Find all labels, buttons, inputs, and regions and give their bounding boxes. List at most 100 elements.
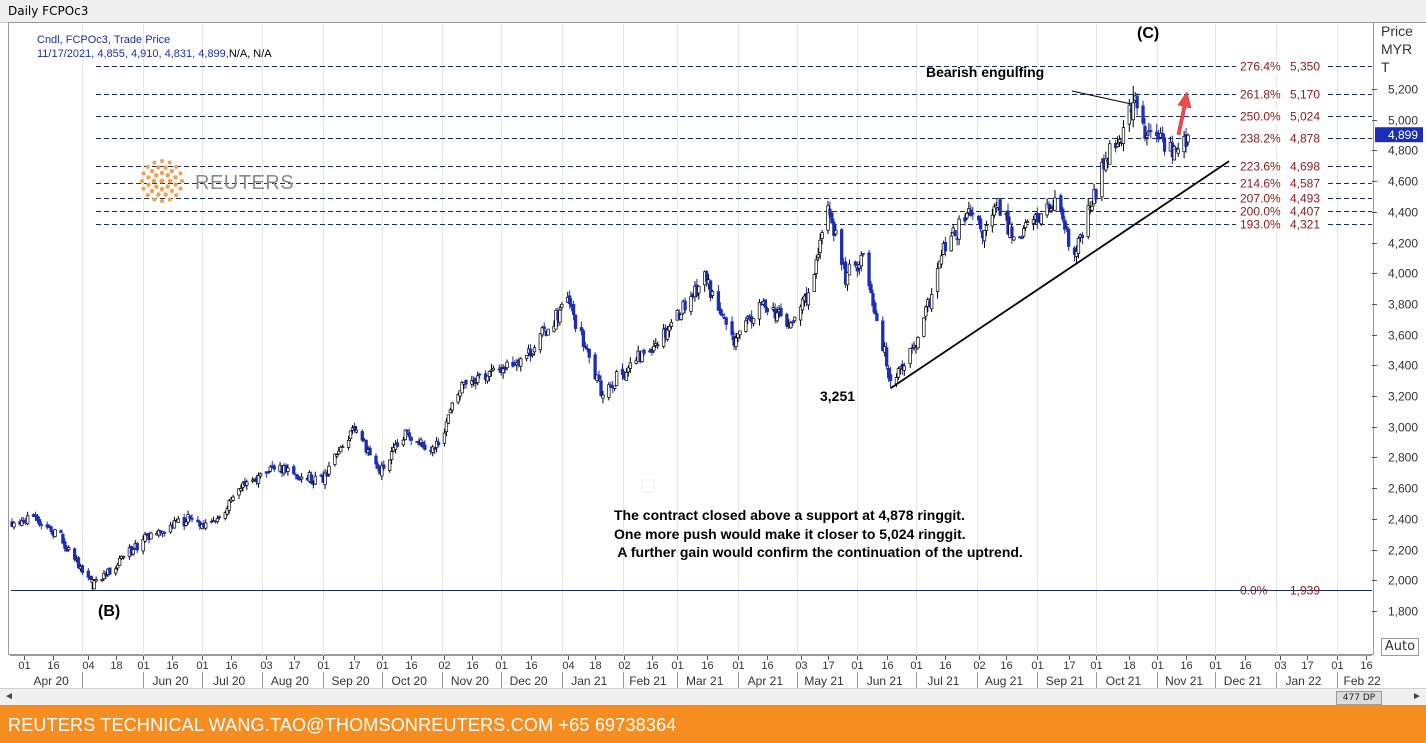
candle-body bbox=[579, 327, 584, 332]
price-tick-label: 3,800 bbox=[1388, 298, 1418, 312]
candle-body bbox=[908, 348, 912, 365]
footer-contact: REUTERS TECHNICAL WANG.TAO@THOMSONREUTER… bbox=[8, 715, 677, 735]
candle-body bbox=[1076, 238, 1081, 255]
candle-body bbox=[1053, 197, 1057, 211]
candle-body bbox=[1047, 203, 1051, 209]
logo-dot bbox=[173, 175, 178, 180]
candle-body bbox=[710, 290, 715, 296]
candle-body bbox=[587, 348, 591, 358]
fib-value-label: 4,407 bbox=[1290, 205, 1320, 219]
logo-dot bbox=[169, 168, 175, 174]
candle-body bbox=[80, 565, 85, 573]
month-label: Jan 21 bbox=[571, 674, 607, 688]
candle-body bbox=[190, 517, 194, 520]
candle-body bbox=[708, 280, 713, 298]
candle-body bbox=[296, 474, 300, 480]
fib-pct-label: 223.6% bbox=[1240, 160, 1281, 174]
reuters-logo-icon bbox=[140, 159, 184, 203]
logo-dot bbox=[140, 179, 144, 183]
candle-body bbox=[266, 471, 270, 474]
candle-body bbox=[450, 402, 454, 411]
price-tick-label: 1,800 bbox=[1388, 605, 1418, 619]
date-tick-label: 16 bbox=[1360, 660, 1372, 672]
watermark-text: REUTERS bbox=[195, 172, 294, 194]
date-tick-label: 01 bbox=[137, 660, 149, 672]
candle-body bbox=[423, 444, 427, 450]
candle-body bbox=[540, 327, 544, 336]
bearish-pointer-line bbox=[1071, 90, 1132, 105]
candle-body bbox=[149, 532, 153, 540]
horizontal-scrollbar[interactable]: ◄ 477 DP ► bbox=[0, 688, 1426, 706]
candle-body bbox=[1131, 102, 1135, 121]
candle-body bbox=[642, 349, 646, 354]
scroll-right-arrow-icon[interactable]: ► bbox=[1412, 691, 1422, 702]
candle-body bbox=[816, 254, 820, 258]
candle-body bbox=[92, 580, 96, 590]
fib-value-label: 4,587 bbox=[1290, 177, 1320, 191]
candle-body bbox=[771, 307, 775, 310]
price-tick-label: 3,200 bbox=[1388, 390, 1418, 404]
logo-dot bbox=[167, 197, 172, 202]
candle-body bbox=[12, 522, 16, 528]
logo-dot bbox=[154, 173, 159, 178]
price-tick-label: 5,200 bbox=[1388, 83, 1418, 97]
fib-label-bg bbox=[1236, 159, 1328, 174]
candle-body bbox=[1020, 237, 1024, 240]
candle-body bbox=[176, 518, 180, 523]
logo-dot bbox=[145, 164, 150, 169]
candle-body bbox=[665, 329, 670, 340]
candle-body bbox=[593, 354, 597, 380]
month-label: Dec 21 bbox=[1224, 674, 1262, 688]
candle-body bbox=[532, 347, 537, 353]
date-tick-label: 17 bbox=[822, 660, 834, 672]
candle-body bbox=[239, 488, 243, 492]
fib-label-bg bbox=[1236, 217, 1328, 232]
candle-body bbox=[487, 371, 492, 377]
legend-na: N/A, N/A bbox=[229, 48, 272, 60]
candle-body bbox=[528, 348, 533, 357]
candle-body bbox=[597, 374, 601, 380]
candle-body bbox=[172, 520, 177, 529]
candle-body bbox=[886, 367, 891, 379]
candle-body bbox=[346, 440, 351, 448]
candle-body bbox=[313, 475, 317, 485]
candlestick-chart[interactable]: 276.4% 5,350 261.8% 5,170 250.0% 5,024 238.2% 4… bbox=[0, 0, 1426, 705]
candle-body bbox=[519, 358, 523, 367]
candle-body bbox=[1090, 206, 1094, 211]
date-tick-label: 16 bbox=[1000, 660, 1012, 672]
candle-body bbox=[896, 368, 901, 378]
candle-body bbox=[820, 232, 824, 239]
scroll-thumb[interactable]: 477 DP bbox=[1336, 691, 1382, 705]
candle-body bbox=[613, 385, 617, 389]
candle-body bbox=[1018, 236, 1022, 239]
candle-body bbox=[765, 308, 769, 313]
candle-body bbox=[1143, 125, 1147, 139]
logo-dot bbox=[173, 182, 178, 187]
candle-body bbox=[272, 465, 276, 470]
price-tick-label: 2,200 bbox=[1388, 544, 1418, 558]
candle-body bbox=[433, 447, 437, 450]
auto-scale-button[interactable]: Auto bbox=[1381, 638, 1419, 656]
logo-dot bbox=[152, 197, 157, 202]
candle-body bbox=[571, 304, 576, 315]
candle-body bbox=[407, 432, 411, 438]
fib-value-label: 4,878 bbox=[1290, 132, 1320, 146]
wave-b-label: (B) bbox=[98, 603, 120, 620]
candle-body bbox=[546, 328, 550, 336]
candle-body bbox=[1006, 210, 1010, 235]
logo-dot bbox=[141, 171, 146, 176]
candle-body bbox=[1010, 226, 1014, 238]
window-title: Daily FCPOc3 bbox=[8, 4, 89, 18]
candle-body bbox=[1045, 203, 1049, 216]
candle-body bbox=[368, 447, 372, 456]
candle-body bbox=[470, 380, 474, 385]
candle-body bbox=[327, 465, 331, 475]
scroll-left-arrow-icon[interactable]: ◄ bbox=[4, 691, 14, 702]
candle-body bbox=[847, 263, 852, 276]
price-tick-label: 3,600 bbox=[1388, 329, 1418, 343]
candle-body bbox=[857, 264, 861, 269]
date-tick-label: 03 bbox=[1274, 660, 1286, 672]
candle-body bbox=[654, 342, 658, 346]
logo-dot bbox=[163, 165, 168, 170]
candle-body bbox=[446, 414, 451, 424]
